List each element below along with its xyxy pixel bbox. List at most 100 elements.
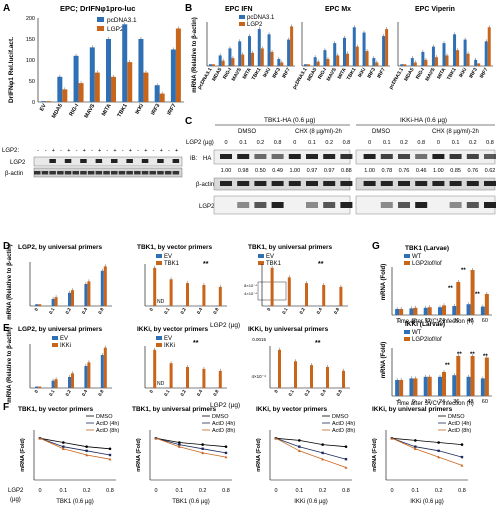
x-tick-label: 48 bbox=[468, 318, 474, 324]
x-tick-label: 0 bbox=[148, 389, 154, 394]
f-series-line bbox=[391, 437, 463, 466]
x-tick-label: MDA5 bbox=[51, 103, 64, 120]
x-tick-label: 0.8 bbox=[212, 389, 220, 397]
legend-swatch-ev bbox=[52, 336, 58, 340]
panel-d-ylabel: mRNA (Relative to β-actin) bbox=[7, 244, 13, 319]
x-tick-label: 0.1 bbox=[48, 389, 56, 397]
blot-sign: - bbox=[91, 148, 93, 154]
bar-b-ifn bbox=[238, 41, 242, 66]
bar-g-ikki bbox=[484, 357, 489, 396]
band-ha bbox=[340, 154, 353, 159]
ratio-value: 0.78 bbox=[381, 168, 392, 174]
blot-band-lgp2 bbox=[49, 159, 56, 163]
band-lgp2 bbox=[254, 202, 267, 208]
panel-d-sig-2: ** bbox=[203, 261, 209, 268]
bar-a bbox=[159, 93, 165, 102]
f-dose-label: 0 bbox=[154, 488, 157, 494]
legend-swatch-ev bbox=[258, 254, 264, 258]
x-tick-label: TBK1 bbox=[251, 67, 263, 81]
f-ylabel: mRNA (Fold) bbox=[256, 438, 262, 472]
x-tick-label: 0 bbox=[398, 399, 401, 405]
x-tick-label: 0.8 bbox=[97, 307, 105, 315]
bar-d-tbk1-vec bbox=[202, 285, 206, 306]
f-ylabel: mRNA (Fold) bbox=[136, 438, 142, 472]
bar-b-ifn bbox=[211, 64, 215, 66]
panel-f-row-label: LGP2 bbox=[8, 488, 24, 494]
f-legend-label: ActD (4h) bbox=[448, 421, 471, 427]
bar-e-ikki-uni bbox=[278, 349, 281, 388]
x-tick-label: IRF3 bbox=[271, 67, 282, 80]
inset-tick-bottom: 4×10⁻⁴ bbox=[244, 291, 257, 296]
x-tick-label: IRF7 bbox=[479, 67, 490, 80]
blot-sign: + bbox=[129, 148, 132, 154]
f-legend-label: ActD (8h) bbox=[96, 428, 119, 434]
legend-label-ikki: IKKi bbox=[60, 343, 71, 349]
bar-b-ifn bbox=[208, 64, 212, 66]
x-tick-label: IRF3 bbox=[150, 103, 161, 116]
f-series-line bbox=[155, 437, 227, 458]
blot-sign: - bbox=[153, 148, 155, 154]
bar-a bbox=[122, 24, 128, 102]
bar-a bbox=[94, 72, 100, 102]
x-tick-label: 0.4 bbox=[196, 389, 204, 397]
bar-b-viperin bbox=[474, 59, 478, 66]
sig-marker: ** bbox=[445, 363, 450, 369]
legend-swatch-pcdna bbox=[97, 17, 104, 22]
panel-b-subtitle-mx: EPC Mx bbox=[325, 6, 351, 13]
panel-a-blot-label-actin: β-actin bbox=[5, 171, 23, 177]
panel-d-nd: ND bbox=[157, 299, 165, 305]
bar-g-ikki bbox=[399, 380, 404, 396]
f-point bbox=[201, 447, 204, 450]
x-tick-label: 0.8 bbox=[335, 389, 343, 397]
panel-f-title-3: IKKi, by vector primers bbox=[256, 406, 328, 413]
x-tick-label: 60 bbox=[482, 318, 488, 324]
bar-b-mx bbox=[316, 61, 320, 66]
band-ha bbox=[237, 154, 250, 159]
f-dose-label: 0.1 bbox=[60, 488, 68, 494]
panel-label-f: F bbox=[3, 402, 9, 413]
x-tick-label: MAVS bbox=[424, 66, 437, 82]
panel-g-ylabel-1: mRNA (Fold) bbox=[381, 264, 387, 300]
panel-c-ratios: 1.00 0.98 0.50 0.49 1.00 0.97 0.97 0.88 1.00 0.78… bbox=[221, 168, 496, 174]
panel-e-title-1: LGP2, by universal primers bbox=[18, 326, 103, 333]
x-tick-label: 0.4 bbox=[81, 389, 89, 397]
x-tick-label: 0.2 bbox=[179, 389, 187, 397]
x-tick-label: TBK1 bbox=[117, 103, 129, 118]
band-actin bbox=[340, 181, 353, 186]
legend-label-lgp2: LGP2 bbox=[247, 22, 263, 28]
x-tick-label: 0.2 bbox=[179, 307, 187, 315]
blot-band-actin bbox=[103, 171, 110, 175]
blot-band-actin bbox=[80, 171, 87, 175]
x-tick-label: 0.2 bbox=[64, 389, 72, 397]
legend-label-wt: WT bbox=[412, 254, 422, 260]
bar-e-lgp2 bbox=[68, 377, 71, 388]
panel-e-legend-1: EV IKKi bbox=[52, 336, 71, 349]
bar-b-ifn bbox=[241, 54, 245, 66]
f-point bbox=[85, 445, 88, 448]
legend-swatch-lgp2 bbox=[404, 337, 410, 341]
dose-value: 0.1 bbox=[239, 140, 247, 146]
dose-value: 0.2 bbox=[325, 140, 333, 146]
bar-d-tbk1-uni bbox=[322, 285, 326, 306]
bar-b-viperin bbox=[400, 64, 404, 66]
bar-g-ikki bbox=[413, 378, 418, 396]
bar-d-tbk1-vec bbox=[169, 279, 173, 306]
f-legend-label: DMSO bbox=[448, 414, 465, 420]
bar-g-ikki bbox=[452, 375, 457, 396]
legend-swatch-tbk1 bbox=[258, 261, 264, 265]
legend-label-tbk1: TBK1 bbox=[266, 261, 282, 267]
panel-a-blot-bands bbox=[34, 159, 180, 175]
bar-a bbox=[106, 39, 111, 102]
f-dose-label: 0.8 bbox=[342, 488, 350, 494]
dose-value: 0.2 bbox=[400, 140, 408, 146]
f-point bbox=[321, 451, 324, 455]
dose-value: 0.1 bbox=[383, 140, 391, 146]
band-ha bbox=[220, 154, 232, 159]
band-actin bbox=[415, 181, 428, 186]
blot-sign: - bbox=[76, 148, 78, 154]
legend-label-ikki: IKKi bbox=[164, 343, 175, 349]
bar-b-mx bbox=[306, 64, 310, 66]
x-tick-label: 0.1 bbox=[281, 307, 289, 315]
x-tick-label: MITA bbox=[436, 67, 447, 81]
f-point bbox=[298, 445, 301, 448]
